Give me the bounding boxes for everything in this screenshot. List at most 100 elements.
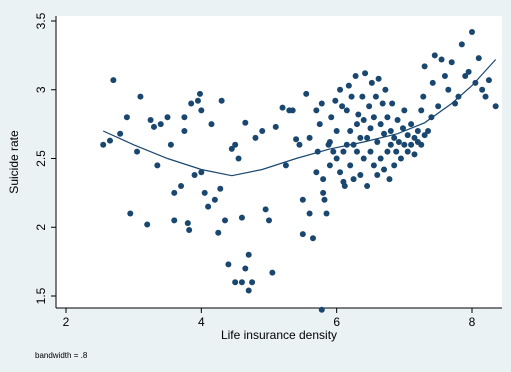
data-point <box>350 176 357 183</box>
data-point <box>171 189 178 196</box>
data-point <box>217 185 224 192</box>
y-tick-label: 1.5 <box>34 287 48 304</box>
data-point <box>404 132 411 139</box>
data-point <box>178 183 185 189</box>
data-point <box>309 235 316 242</box>
data-point <box>238 279 245 286</box>
data-point <box>194 97 201 104</box>
bandwidth-note: bandwidth = .8 <box>35 351 88 360</box>
data-point <box>191 172 198 178</box>
data-point <box>157 121 164 128</box>
data-point <box>147 117 154 123</box>
data-point <box>475 55 482 62</box>
data-point <box>208 121 215 128</box>
data-point <box>339 103 346 110</box>
data-point <box>154 162 161 169</box>
data-point <box>218 97 225 104</box>
data-point <box>232 141 239 148</box>
data-point <box>382 86 389 93</box>
data-point <box>106 137 113 144</box>
data-point <box>431 52 438 59</box>
x-tick-label: 6 <box>333 315 340 329</box>
data-point <box>343 107 350 114</box>
data-point <box>359 93 366 100</box>
data-point <box>375 75 382 82</box>
data-point <box>293 136 300 143</box>
data-point <box>374 172 381 178</box>
data-point <box>326 139 333 145</box>
data-point <box>134 148 141 155</box>
data-point <box>404 148 411 155</box>
data-point <box>211 196 218 203</box>
y-axis-ticks: 1.5 2 2.5 3 3.5 <box>34 12 56 304</box>
data-point <box>452 100 459 107</box>
data-point <box>348 93 355 100</box>
data-point <box>364 183 371 189</box>
data-point <box>332 97 339 104</box>
data-point <box>196 90 203 97</box>
data-point <box>357 134 364 141</box>
y-tick-label: 3.5 <box>34 12 48 29</box>
data-point <box>225 261 232 268</box>
scatter-points <box>100 29 499 313</box>
y-tick-label: 2 <box>34 224 48 231</box>
data-point <box>394 117 401 123</box>
data-point <box>391 134 398 141</box>
data-point <box>379 100 386 107</box>
data-point <box>337 86 344 93</box>
data-point <box>389 100 396 107</box>
data-point <box>465 68 472 75</box>
data-point <box>242 265 249 272</box>
data-point <box>391 162 398 169</box>
data-point <box>345 82 352 89</box>
data-point <box>259 128 266 134</box>
data-point <box>421 63 428 70</box>
data-point <box>289 107 296 114</box>
data-point <box>377 121 384 128</box>
data-point <box>352 73 359 79</box>
data-point <box>485 77 492 84</box>
data-point <box>340 148 347 155</box>
data-point <box>386 176 393 183</box>
data-point <box>395 139 402 145</box>
data-point <box>418 141 425 148</box>
data-point <box>445 86 452 93</box>
data-point <box>341 183 348 189</box>
x-tick-label: 2 <box>63 315 70 329</box>
data-point <box>353 121 360 128</box>
data-point <box>164 114 171 121</box>
data-point <box>458 41 465 48</box>
data-point <box>306 134 313 141</box>
data-point <box>360 155 367 162</box>
data-point <box>235 155 242 162</box>
data-point <box>420 93 427 100</box>
plot-background <box>56 16 502 308</box>
data-point <box>337 169 344 176</box>
data-point <box>326 162 333 169</box>
data-point <box>469 29 475 35</box>
data-point <box>198 107 205 114</box>
data-point <box>232 279 239 286</box>
data-point <box>370 162 377 169</box>
data-point <box>127 210 134 217</box>
data-point <box>381 166 388 173</box>
data-point <box>418 107 425 114</box>
data-point <box>448 59 455 66</box>
data-point <box>245 251 252 258</box>
data-point <box>479 86 486 93</box>
data-point <box>333 155 340 162</box>
data-point <box>411 134 418 141</box>
y-tick-label: 3 <box>34 86 48 93</box>
data-point <box>355 111 362 118</box>
data-point <box>215 229 222 236</box>
data-point <box>364 134 371 141</box>
data-point <box>299 196 306 203</box>
data-point <box>313 107 320 114</box>
data-point <box>117 130 124 137</box>
data-point <box>377 155 384 162</box>
data-point <box>321 196 328 203</box>
data-point <box>279 104 286 111</box>
data-point <box>318 100 325 107</box>
data-point <box>408 121 415 128</box>
